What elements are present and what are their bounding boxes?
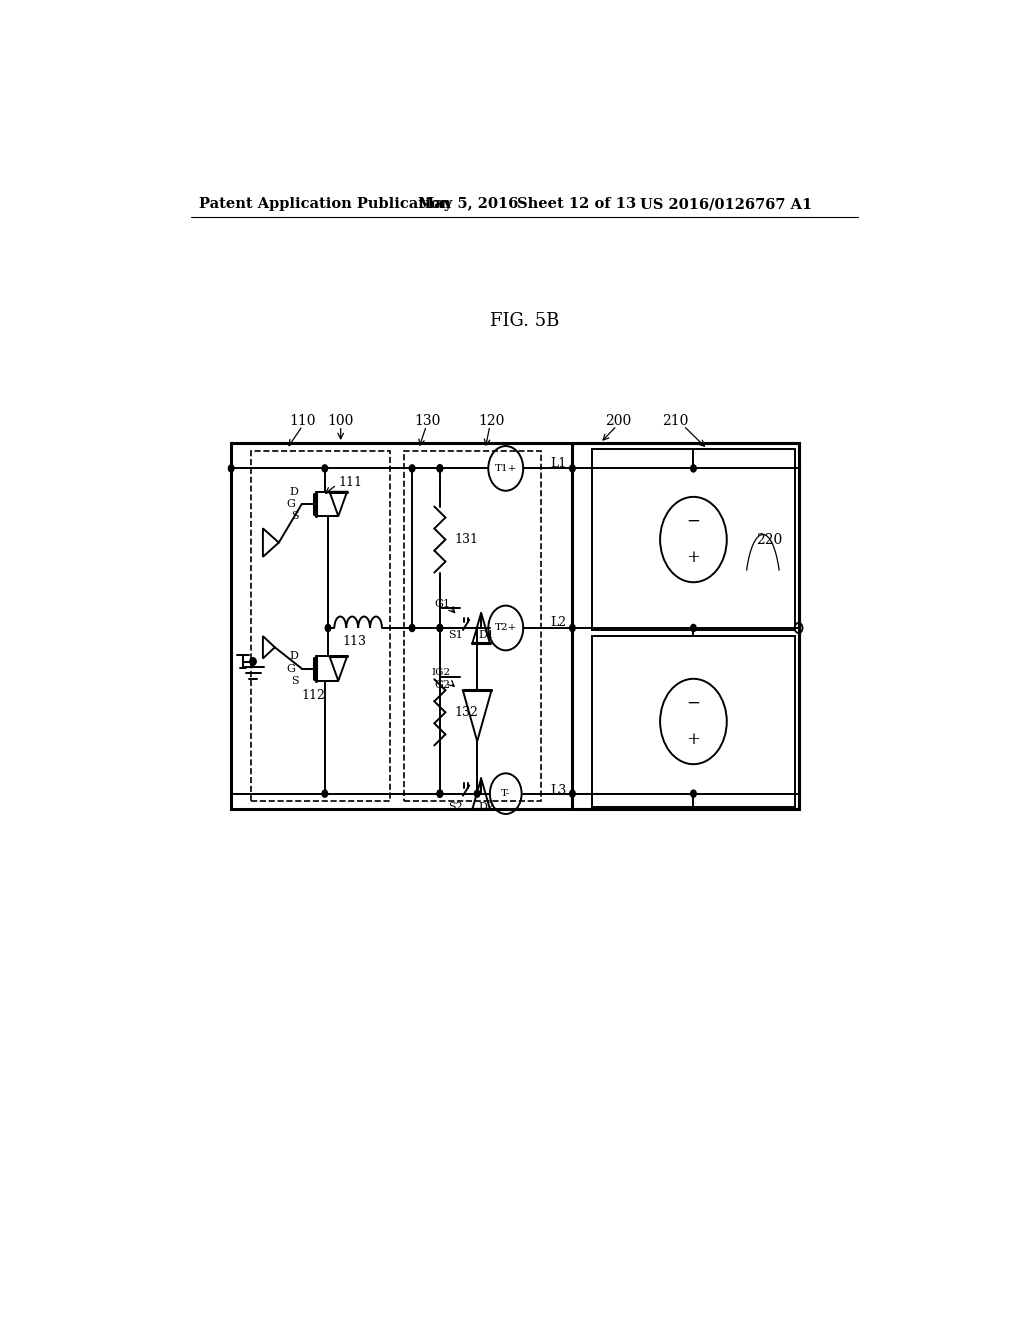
Text: G1: G1 [434,598,451,609]
Text: L1: L1 [550,457,566,470]
Text: +: + [686,731,700,748]
Text: 220: 220 [756,532,782,546]
Text: S2: S2 [449,801,463,812]
Circle shape [569,465,575,473]
Text: 130: 130 [415,413,441,428]
Circle shape [569,624,575,631]
Text: Sheet 12 of 13: Sheet 12 of 13 [517,197,636,211]
Circle shape [228,465,233,473]
Circle shape [474,791,480,797]
Text: 112: 112 [301,689,325,701]
Text: IG2: IG2 [431,668,451,677]
Text: S: S [291,676,299,686]
Circle shape [437,465,442,473]
Text: 110: 110 [290,413,315,428]
Text: G: G [287,664,296,673]
Text: 111: 111 [338,477,362,490]
Circle shape [322,791,328,797]
Circle shape [690,465,696,473]
Text: FIG. 5B: FIG. 5B [490,312,559,330]
Circle shape [437,624,442,631]
Circle shape [250,657,255,665]
Text: D1: D1 [478,630,495,640]
Circle shape [437,624,442,631]
Text: 131: 131 [455,533,478,546]
Bar [592,636,795,807]
Text: +: + [686,549,700,566]
Circle shape [690,624,696,631]
Text: 132: 132 [455,706,478,719]
Bar [572,444,799,809]
Circle shape [437,791,442,797]
Text: D2: D2 [478,801,495,812]
Text: Patent Application Publication: Patent Application Publication [200,197,452,211]
Text: 200: 200 [605,413,632,428]
Circle shape [410,465,415,473]
Text: G: G [287,499,296,510]
Text: −: − [686,512,700,529]
Bar [592,449,795,630]
Circle shape [322,465,328,473]
Text: T-: T- [501,789,510,799]
Text: 100: 100 [328,413,354,428]
Circle shape [251,657,256,665]
Text: S: S [291,511,299,521]
Text: G2: G2 [434,680,451,690]
Text: 210: 210 [663,413,689,428]
Text: 113: 113 [342,635,367,648]
Circle shape [690,791,696,797]
Text: T2+: T2+ [495,623,517,632]
Text: −: − [686,694,700,711]
Text: S1: S1 [449,630,463,640]
Text: D: D [290,487,299,496]
Text: 120: 120 [478,413,505,428]
Circle shape [437,465,442,473]
Text: L2: L2 [550,616,566,630]
Text: May 5, 2016: May 5, 2016 [418,197,518,211]
Circle shape [326,624,331,631]
Circle shape [569,791,575,797]
Circle shape [437,791,442,797]
Bar [231,444,799,809]
Circle shape [410,624,415,631]
Text: US 2016/0126767 A1: US 2016/0126767 A1 [640,197,812,211]
Text: D: D [290,652,299,661]
Text: T1+: T1+ [495,463,517,473]
Text: L3: L3 [550,784,566,797]
